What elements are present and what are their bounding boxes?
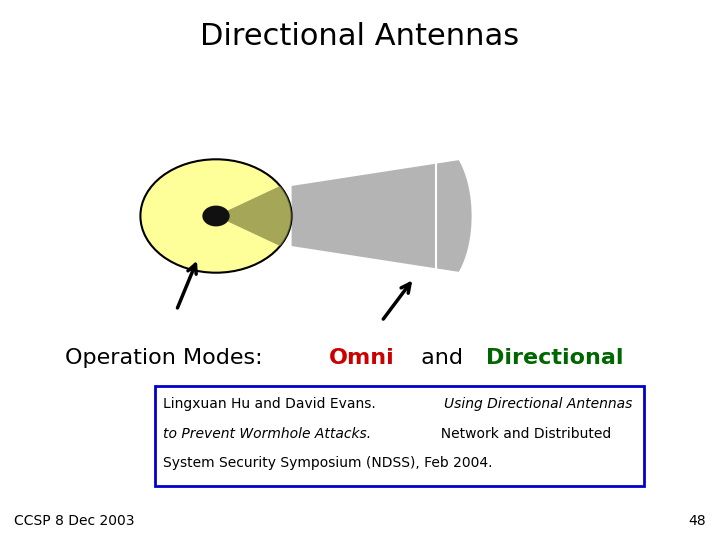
Text: Directional Antennas: Directional Antennas bbox=[200, 22, 520, 51]
Text: Using Directional Antennas: Using Directional Antennas bbox=[444, 397, 632, 411]
Text: Lingxuan Hu and David Evans.: Lingxuan Hu and David Evans. bbox=[163, 397, 381, 411]
Text: to Prevent Wormhole Attacks.: to Prevent Wormhole Attacks. bbox=[163, 427, 372, 441]
Text: Directional: Directional bbox=[486, 348, 624, 368]
Text: Operation Modes:: Operation Modes: bbox=[65, 348, 269, 368]
Text: 48: 48 bbox=[688, 514, 706, 528]
Text: Network and Distributed: Network and Distributed bbox=[432, 427, 611, 441]
Text: and: and bbox=[414, 348, 470, 368]
Circle shape bbox=[140, 159, 292, 273]
Wedge shape bbox=[216, 186, 292, 246]
Text: Omni: Omni bbox=[329, 348, 395, 368]
Bar bbox=[155, 386, 644, 486]
Text: System Security Symposium (NDSS), Feb 2004.: System Security Symposium (NDSS), Feb 20… bbox=[163, 456, 493, 470]
Circle shape bbox=[203, 206, 229, 226]
Text: CCSP 8 Dec 2003: CCSP 8 Dec 2003 bbox=[14, 514, 135, 528]
Polygon shape bbox=[292, 160, 472, 272]
